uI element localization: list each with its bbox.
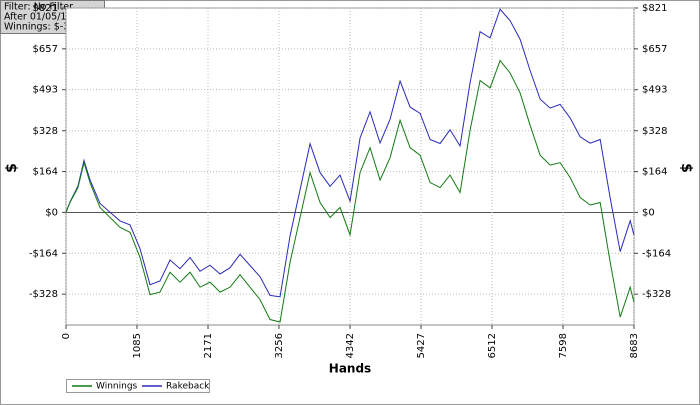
y-tick-label: -$328 [29,289,58,300]
info-filter: Filter: No Filter [4,2,73,13]
y-tick-label: $328 [33,126,58,137]
y-tick-label: $821 [33,3,58,14]
x-tick-label: 2171 [203,333,214,358]
info-winnings: Winnings: $-360.55 [4,22,96,33]
y-axis-label: $ [4,163,20,173]
info-box: Filter: No Filter After 01/05/14 00:20:0… [0,0,118,34]
x-tick-label: 1085 [132,333,143,358]
x-tick-label: 3256 [274,333,285,358]
y2-tick-label: $657 [642,44,667,55]
y-tick-label: $493 [33,85,58,96]
series-line [65,59,635,323]
y2-tick-label: $0 [642,207,655,218]
legend-label: Rakeback [166,382,210,392]
x-axis-label: Hands [329,362,371,376]
y2-tick-label: $164 [642,167,667,178]
y2-tick-label: $821 [642,3,667,14]
x-tick-label: 0 [61,333,72,339]
y-tick-label: $0 [45,207,58,218]
x-tick-label: 5427 [416,333,427,358]
y-tick-label: $657 [33,44,58,55]
x-tick-label: 7598 [558,333,569,358]
x-tick-label: 6512 [487,333,498,358]
y-tick-label: -$164 [29,248,58,259]
plot-area [65,7,635,326]
x-tick-label: 4342 [345,333,356,358]
y2-tick-label: -$328 [642,289,671,300]
legend-label: Winnings [96,382,138,392]
legend-box [66,379,210,393]
x-tick-label: 8683 [629,333,640,358]
y2-tick-label: $328 [642,126,667,137]
y2-axis-label: $ [678,163,694,173]
y2-tick-label: -$164 [642,248,671,259]
y2-tick-label: $493 [642,85,667,96]
info-date: After 01/05/14 00:20:03 [4,12,118,23]
legend: Winnings Rakeback [66,379,210,393]
series-line [65,8,635,298]
y-tick-label: $164 [33,167,58,178]
